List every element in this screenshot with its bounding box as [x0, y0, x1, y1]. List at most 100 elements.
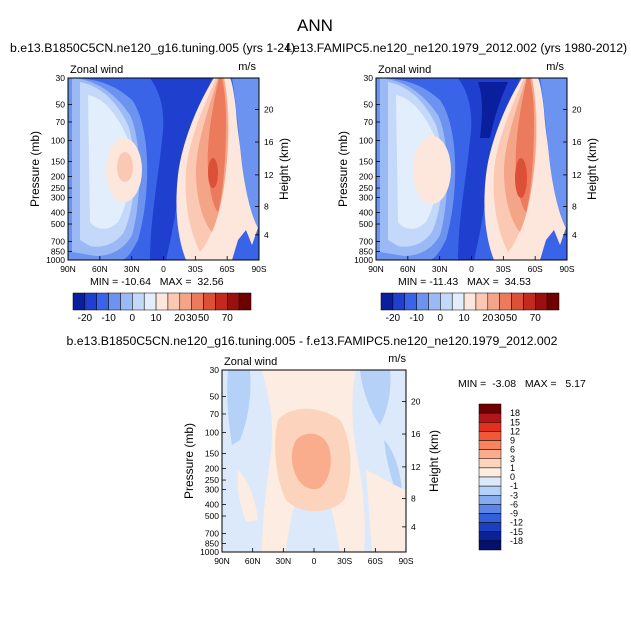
y-tick-label: 1000 [354, 255, 373, 265]
x-tick-label: 30N [124, 264, 140, 274]
colorbar-swatch [478, 467, 502, 478]
colorbar-label: -18 [510, 536, 523, 546]
colorbar-swatch [238, 292, 252, 311]
y-tick-label: 300 [51, 193, 65, 203]
diff-y2-axis-title: Height (km) [427, 430, 441, 492]
colorbar-swatch [478, 540, 502, 551]
colorbar-label: 70 [530, 313, 542, 324]
x-tick-label: 60S [368, 556, 383, 566]
x-tick-label: 90S [398, 556, 413, 566]
colorbar-label: 20 [174, 313, 186, 324]
y2-tick-label: 16 [572, 137, 582, 147]
colorbar-swatch [478, 513, 502, 523]
colorbar-label: 0 [438, 313, 444, 324]
y-tick-label: 250 [359, 183, 373, 193]
colorbar-left: -20 -10 0 10 20 30 50 70 [72, 292, 252, 324]
right-contour-darkest [478, 82, 508, 138]
y-tick-label: 70 [210, 409, 220, 419]
y-tick-label: 150 [205, 449, 219, 459]
right-units-label: m/s [546, 61, 564, 73]
x-tick-label: 30S [496, 264, 511, 274]
panel-right: Zonal wind m/s 3050701001502002503004005… [336, 61, 599, 288]
panel-diff: Zonal wind m/s 3050701001502002503004005… [182, 353, 586, 566]
panel-left: Zonal wind m/s 3050701001502002503004005… [28, 61, 291, 288]
left-x-axis: 90N 60N 30N 0 30S 60S 90S [60, 256, 267, 274]
colorbar-swatch [499, 292, 512, 311]
colorbar-swatch [72, 292, 86, 311]
y-tick-label: 300 [205, 485, 219, 495]
y-tick-label: 50 [56, 100, 66, 110]
colorbar-swatch [478, 531, 502, 542]
y-tick-label: 400 [205, 499, 219, 509]
colorbar-swatch [478, 449, 502, 459]
diff-contour-south-blue2 [384, 440, 402, 492]
colorbar-swatch [463, 292, 477, 311]
y-tick-label: 150 [51, 157, 65, 167]
y2-tick-label: 20 [264, 104, 274, 114]
y2-tick-label: 8 [264, 201, 269, 211]
y-tick-label: 850 [205, 539, 219, 549]
y-tick-label: 700 [205, 528, 219, 538]
colorbar-label: 0 [510, 472, 515, 482]
left-contour-antarctic [232, 225, 259, 260]
y-tick-label: 500 [359, 219, 373, 229]
diff-units-label: m/s [388, 353, 406, 365]
colorbar-label: 20 [482, 313, 494, 324]
colorbar-swatch [203, 292, 216, 311]
colorbar-label: 3 [510, 454, 515, 464]
colorbar-swatch [179, 292, 192, 311]
x-tick-label: 60S [220, 264, 235, 274]
right-x-axis: 90N 60N 30N 0 30S 60S 90S [368, 256, 575, 274]
colorbar-label: 18 [510, 408, 520, 418]
y-tick-label: 100 [205, 427, 219, 437]
colorbar-swatch [143, 292, 157, 311]
colorbar-label: 10 [151, 313, 163, 324]
diff-contour-south-pale [366, 470, 406, 552]
x-tick-label: 60N [400, 264, 416, 274]
y-tick-label: 30 [56, 73, 66, 83]
colorbar-label: -10 [101, 313, 116, 324]
y-tick-label: 200 [205, 463, 219, 473]
y-tick-label: 250 [51, 183, 65, 193]
y-tick-label: 400 [51, 207, 65, 217]
left-jet-north-inner [117, 152, 133, 182]
main-title: ANN [297, 16, 333, 35]
right-min-max: MIN = -11.43 MAX = 34.53 [398, 276, 531, 288]
y-tick-label: 70 [56, 117, 66, 127]
y-tick-label: 100 [359, 135, 373, 145]
colorbar-label: -12 [510, 518, 523, 528]
y2-tick-label: 20 [411, 396, 421, 406]
diff-contour-north-blue [227, 370, 251, 445]
y-tick-label: 850 [359, 247, 373, 257]
right-jet-north-outer [413, 136, 451, 204]
x-tick-label: 60N [92, 264, 108, 274]
x-tick-label: 90S [251, 264, 266, 274]
colorbar-swatch [167, 292, 181, 311]
colorbar-swatch [478, 403, 502, 414]
colorbar-label: 0 [130, 313, 136, 324]
colorbar-swatch [416, 292, 429, 311]
y2-tick-label: 12 [572, 170, 582, 180]
colorbar-swatch [478, 422, 502, 432]
colorbar-swatch [428, 292, 441, 311]
x-tick-label: 90N [368, 264, 384, 274]
right-y2-axis-title: Height (km) [585, 138, 599, 200]
colorbar-label: 30 [186, 313, 198, 324]
y2-tick-label: 12 [264, 170, 274, 180]
colorbar-swatch [191, 292, 204, 311]
x-tick-label: 0 [312, 556, 317, 566]
y-tick-label: 50 [364, 100, 374, 110]
colorbar-swatch [404, 292, 417, 311]
diff-y2-axis: 4 8 12 16 20 [402, 396, 421, 532]
y2-tick-label: 4 [411, 522, 416, 532]
x-tick-label: 30S [188, 264, 203, 274]
y-tick-label: 700 [51, 236, 65, 246]
y-tick-label: 850 [51, 247, 65, 257]
diff-contour-north-pale [237, 470, 258, 522]
y-tick-label: 1000 [200, 547, 219, 557]
colorbar-label: -10 [409, 313, 424, 324]
colorbar-label: 6 [510, 445, 515, 455]
y-tick-label: 400 [359, 207, 373, 217]
colorbar-swatch [478, 495, 502, 505]
